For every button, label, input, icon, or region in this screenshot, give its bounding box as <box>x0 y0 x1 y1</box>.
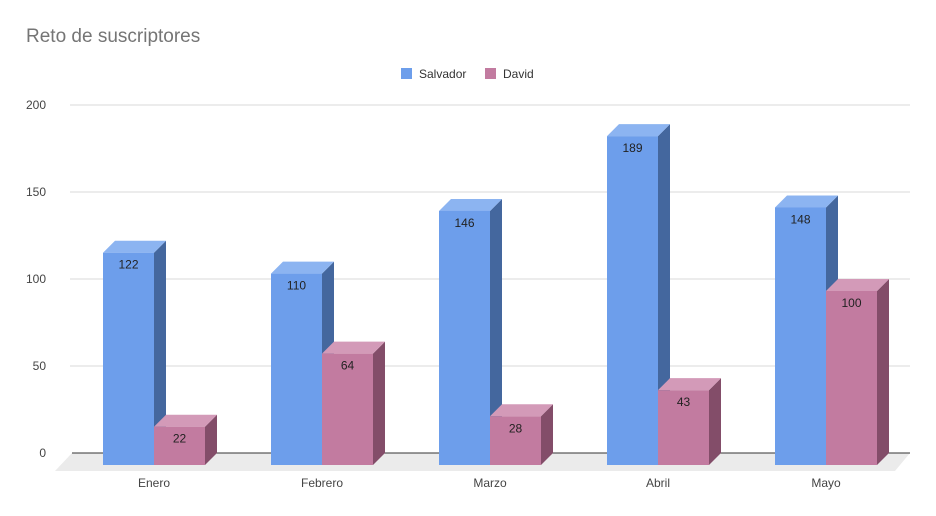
legend-label: Salvador <box>419 67 466 81</box>
y-tick-label: 0 <box>39 446 46 460</box>
legend-label: David <box>503 67 534 81</box>
data-label: 64 <box>341 359 355 373</box>
bar-top <box>490 404 553 417</box>
bar-david <box>826 291 877 465</box>
bar-salvador <box>775 207 826 466</box>
bar-top <box>322 341 385 354</box>
bar-top <box>775 195 838 208</box>
data-label: 189 <box>622 141 642 155</box>
y-tick-label: 200 <box>26 98 46 112</box>
bar-salvador <box>271 273 322 465</box>
bar-side <box>490 198 502 465</box>
bar-side <box>373 341 385 465</box>
legend-swatch <box>401 68 412 79</box>
bar-top <box>607 124 670 137</box>
bar-salvador <box>607 136 658 465</box>
bar-top <box>154 414 217 427</box>
legend-swatch <box>485 68 496 79</box>
bar-david <box>154 426 205 465</box>
bar-david <box>322 353 373 465</box>
bar-side <box>709 378 721 465</box>
bar-side <box>877 279 889 465</box>
x-tick-label: Enero <box>138 476 170 490</box>
bar-top <box>271 261 334 274</box>
data-label: 122 <box>118 258 138 272</box>
bar-top <box>439 198 502 211</box>
y-tick-label: 50 <box>33 359 47 373</box>
data-label: 100 <box>841 296 861 310</box>
bar-david <box>658 390 709 465</box>
x-tick-label: Abril <box>646 476 670 490</box>
bar-side <box>154 240 166 465</box>
data-label: 110 <box>287 279 306 293</box>
bar-side <box>541 404 553 465</box>
data-label: 22 <box>173 432 187 446</box>
bar-side <box>205 414 217 465</box>
y-tick-label: 100 <box>26 272 46 286</box>
bar-top <box>103 240 166 253</box>
chart-title: Reto de suscriptores <box>26 26 201 47</box>
bar-david <box>490 416 541 465</box>
bar-side <box>658 124 670 465</box>
data-label: 148 <box>790 212 810 226</box>
x-tick-label: Marzo <box>473 476 507 490</box>
data-label: 28 <box>509 421 523 435</box>
y-tick-label: 150 <box>26 185 46 199</box>
bar-salvador <box>103 252 154 465</box>
bar-salvador <box>439 210 490 465</box>
bar-top <box>826 279 889 291</box>
data-label: 146 <box>454 216 474 230</box>
x-tick-label: Febrero <box>301 476 343 490</box>
data-label: 43 <box>677 395 691 409</box>
bar-top <box>658 378 721 391</box>
x-tick-label: Mayo <box>811 476 841 490</box>
